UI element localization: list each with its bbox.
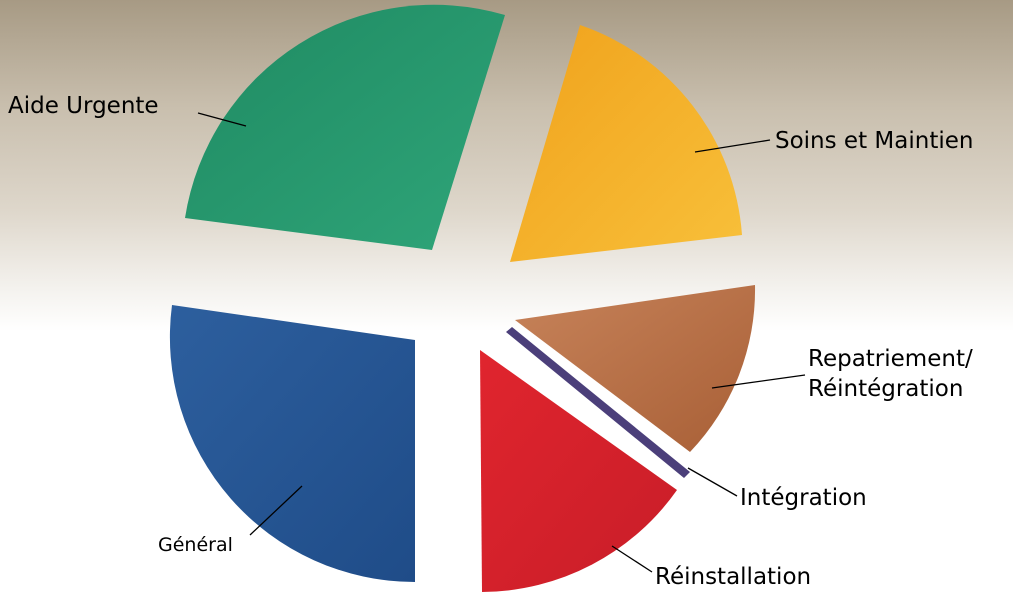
label: Réinstallation — [655, 564, 811, 590]
label: Aide Urgente — [8, 93, 159, 119]
label: Soins et Maintien — [775, 128, 973, 154]
diagram: Aide Urgente Soins et Maintien Repatriem… — [0, 0, 1013, 602]
label: Réintégration — [808, 376, 963, 402]
label: Général — [158, 534, 233, 556]
label: Intégration — [740, 485, 867, 511]
label: Repatriement/ — [808, 346, 973, 372]
